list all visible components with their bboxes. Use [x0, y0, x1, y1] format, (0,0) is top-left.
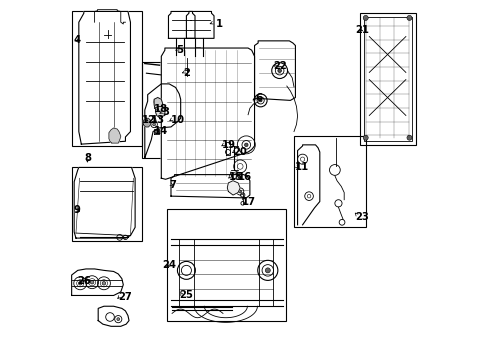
- Text: 5: 5: [176, 45, 183, 55]
- Text: 25: 25: [179, 291, 193, 301]
- Bar: [72, 167, 142, 241]
- Polygon shape: [254, 41, 295, 100]
- Text: 15: 15: [228, 172, 242, 182]
- Circle shape: [265, 268, 270, 273]
- Text: 1: 1: [215, 19, 223, 29]
- Circle shape: [277, 69, 281, 72]
- Bar: [293, 136, 365, 227]
- Bar: [363, 17, 411, 140]
- Text: 23: 23: [354, 212, 368, 221]
- Polygon shape: [171, 175, 249, 198]
- Polygon shape: [144, 84, 180, 158]
- Circle shape: [406, 135, 411, 140]
- Circle shape: [90, 280, 94, 284]
- Text: 22: 22: [273, 61, 286, 71]
- Polygon shape: [154, 98, 163, 108]
- Bar: [167, 210, 285, 320]
- Text: 19: 19: [222, 140, 236, 150]
- Polygon shape: [72, 269, 123, 296]
- Text: 27: 27: [118, 292, 132, 302]
- Circle shape: [406, 15, 411, 21]
- Circle shape: [238, 190, 241, 193]
- Text: 10: 10: [171, 115, 184, 125]
- Polygon shape: [98, 306, 129, 326]
- Circle shape: [363, 135, 367, 140]
- Circle shape: [259, 99, 262, 102]
- Text: 6: 6: [255, 93, 262, 103]
- Polygon shape: [79, 12, 130, 144]
- Polygon shape: [186, 12, 214, 39]
- Polygon shape: [161, 48, 254, 179]
- Circle shape: [78, 282, 82, 285]
- Polygon shape: [227, 181, 240, 195]
- Text: 9: 9: [73, 206, 80, 216]
- Polygon shape: [109, 128, 121, 143]
- Polygon shape: [168, 12, 195, 39]
- Polygon shape: [74, 167, 135, 238]
- Polygon shape: [143, 118, 150, 127]
- Text: 12: 12: [142, 115, 156, 125]
- Text: 21: 21: [355, 25, 369, 35]
- Text: 18: 18: [154, 104, 168, 114]
- Text: 8: 8: [84, 153, 91, 163]
- Polygon shape: [297, 145, 319, 225]
- Text: 4: 4: [73, 35, 80, 45]
- Text: 2: 2: [183, 68, 190, 78]
- Text: 3: 3: [162, 107, 168, 117]
- Circle shape: [117, 318, 120, 320]
- Text: 7: 7: [169, 180, 176, 190]
- Bar: [72, 12, 142, 146]
- Text: 20: 20: [233, 147, 246, 157]
- Circle shape: [155, 130, 158, 134]
- Text: 16: 16: [237, 172, 251, 182]
- Text: 26: 26: [78, 276, 91, 286]
- Text: 14: 14: [154, 126, 168, 135]
- Text: 17: 17: [241, 197, 255, 207]
- Text: 24: 24: [163, 260, 176, 270]
- Circle shape: [244, 143, 247, 147]
- Circle shape: [152, 123, 155, 126]
- Bar: [359, 13, 415, 145]
- Circle shape: [102, 282, 105, 285]
- Circle shape: [363, 15, 367, 21]
- Bar: [142, 62, 194, 158]
- Circle shape: [185, 71, 188, 73]
- Text: 13: 13: [151, 115, 165, 125]
- Polygon shape: [155, 104, 164, 117]
- Text: 11: 11: [294, 162, 308, 172]
